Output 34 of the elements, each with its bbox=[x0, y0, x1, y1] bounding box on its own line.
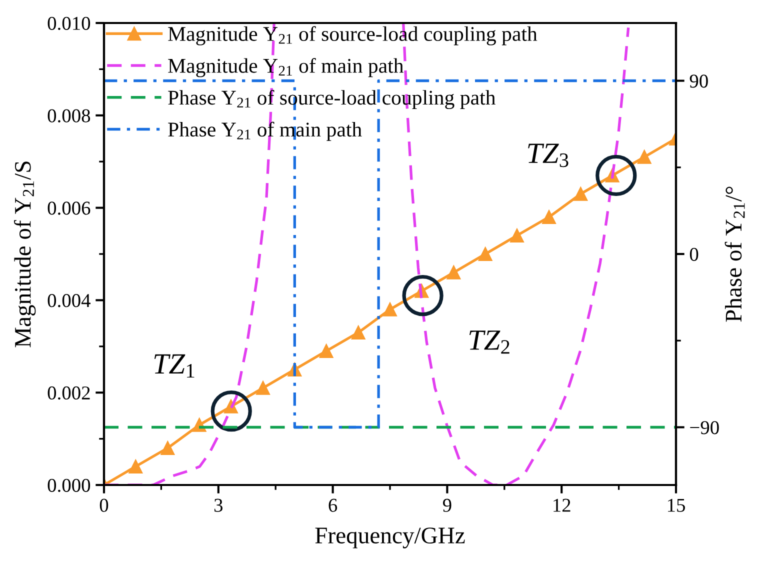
y2-tick-label: 0 bbox=[690, 248, 698, 261]
annotation: TZ$_{3}$ bbox=[528, 144, 568, 168]
legend-label: Magnitude Y$_{21}$ of main path bbox=[168, 58, 404, 78]
y-tick-label: 0.000 bbox=[48, 478, 90, 492]
y-axis-title: Magnitude of Y$_{21}$/S bbox=[14, 162, 36, 348]
x-tick-label: 3 bbox=[214, 498, 222, 512]
y-tick-label: 0.004 bbox=[48, 294, 90, 308]
point bbox=[128, 460, 143, 474]
y2-tick-label: 90 bbox=[690, 74, 708, 88]
x-tick-label: 0 bbox=[100, 498, 108, 512]
annotation: TZ$_{1}$ bbox=[154, 354, 194, 378]
x-tick-label: 9 bbox=[442, 498, 452, 512]
point bbox=[351, 326, 366, 340]
x-tick-label: 12 bbox=[554, 498, 570, 512]
point bbox=[510, 228, 524, 242]
point bbox=[637, 150, 652, 164]
y-tick-label: 0.010 bbox=[48, 16, 90, 30]
point bbox=[542, 210, 556, 224]
point bbox=[574, 186, 588, 201]
y-tick-label: 0.008 bbox=[48, 109, 90, 122]
x-axis-title: Frequency/GHz bbox=[315, 528, 465, 548]
annotation: TZ$_{2}$ bbox=[469, 330, 510, 354]
x-tick-label: 6 bbox=[328, 498, 338, 512]
point bbox=[256, 381, 270, 395]
point bbox=[160, 441, 175, 455]
y-tick-label: 0.006 bbox=[48, 202, 90, 215]
point bbox=[319, 344, 334, 358]
y-tick-label: 0.002 bbox=[48, 386, 90, 400]
point bbox=[478, 247, 492, 261]
point bbox=[383, 302, 397, 316]
y2-axis-title: Phase of Y$_{21}$/° bbox=[724, 186, 745, 322]
y2-tick-label: −90 bbox=[690, 421, 719, 434]
point bbox=[446, 266, 461, 280]
x-tick-label: 15 bbox=[668, 498, 685, 512]
